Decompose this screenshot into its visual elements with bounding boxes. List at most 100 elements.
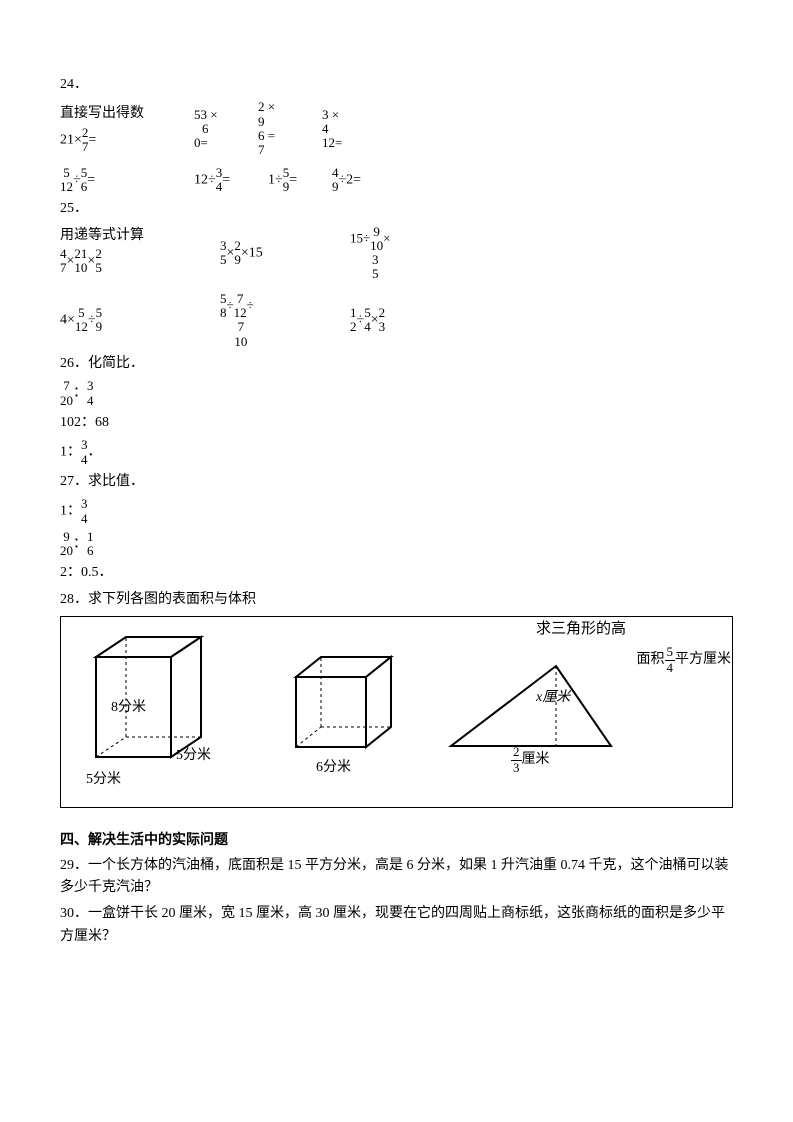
q24-g: 1÷59= — [268, 166, 297, 195]
n: 21 — [74, 247, 87, 261]
eq: = — [268, 128, 275, 143]
pre: 15÷ — [350, 230, 370, 245]
n: 5 — [665, 645, 676, 660]
d: 20 — [60, 394, 73, 408]
n: 3 — [322, 107, 329, 122]
q26-c: 1：34． — [60, 438, 733, 467]
op: × — [67, 253, 75, 268]
q25-r1a: 47×2110×25 — [60, 247, 102, 276]
n: 7 — [220, 320, 254, 334]
q25-r1c: 15÷910× 35 — [350, 225, 390, 282]
fig3-title: 求三角形的高 — [441, 617, 721, 641]
q30-t: 一盒饼干长 20 厘米，宽 15 厘米，高 30 厘米，现要在它的四周贴上商标纸… — [60, 906, 725, 943]
n: 2 — [511, 745, 522, 760]
d: 5 — [350, 267, 390, 281]
eq: = — [88, 133, 96, 148]
n: 0= — [194, 136, 218, 150]
fig2-side: 6分米 — [316, 757, 351, 779]
q25-row1: 用递等式计算 47×2110×25 35×29×15 15÷910× 35 — [60, 225, 733, 282]
eq: = — [87, 172, 95, 187]
fig1-h: 8分米 — [111, 697, 146, 719]
q24-a-pre: 21× — [60, 133, 82, 148]
fig3-area: 面积54平方厘米 — [637, 645, 732, 675]
op: ÷ — [88, 313, 96, 328]
op: ÷ — [73, 172, 81, 187]
pre: 12÷ — [194, 172, 216, 187]
n: 7 — [234, 292, 247, 306]
q27-number: 27． — [60, 474, 88, 489]
d: 4 — [81, 512, 88, 526]
q26-line: 26．化简比． — [60, 353, 733, 375]
pre: 4× — [60, 313, 75, 328]
n: 3 — [87, 379, 94, 393]
d: 20 — [60, 544, 73, 558]
d: 3 — [379, 320, 386, 334]
d: 10 — [370, 239, 383, 253]
q30-n: 30． — [60, 906, 88, 921]
n: 7 — [60, 379, 73, 393]
fig1-w: 5分米 — [86, 769, 121, 791]
q25-r2b: 58÷712÷ 710 — [220, 292, 254, 349]
q25-number: 25． — [60, 198, 733, 220]
n: 53 — [194, 107, 207, 122]
q28-figure-box: 8分米 5分米 5分米 6分米 求三角形的高 面积54平方厘米 — [60, 616, 733, 808]
op: × — [332, 107, 339, 122]
n: 1 — [87, 530, 94, 544]
colon: ： — [73, 536, 87, 551]
post: ÷2= — [339, 172, 362, 187]
d: 9 — [96, 320, 103, 334]
n: 6 — [194, 122, 218, 136]
eq: = — [289, 172, 297, 187]
op: ÷ — [357, 313, 365, 328]
op: ÷ — [227, 297, 234, 312]
d: 4 — [665, 661, 676, 675]
q24-title: 直接写出得数 — [60, 103, 144, 125]
q29-n: 29． — [60, 858, 88, 873]
q24-e: 512÷56= — [60, 166, 95, 195]
n: 7 — [258, 143, 275, 157]
n: 2 — [95, 247, 102, 261]
q27-line: 27．求比值． — [60, 471, 733, 493]
d: 12 — [234, 306, 247, 320]
q24-h: 49÷2= — [332, 166, 361, 195]
section4-heading: 四、解决生活中的实际问题 — [60, 828, 733, 850]
d: 12 — [75, 320, 88, 334]
pre: 1： — [60, 445, 81, 460]
post: ×15 — [241, 245, 263, 260]
n: 5 — [75, 306, 88, 320]
d: 12 — [60, 180, 73, 194]
fig3-base: 23厘米 — [511, 745, 550, 775]
op: × — [268, 99, 275, 114]
q24-number: 24． — [60, 74, 733, 96]
n: 12= — [322, 136, 342, 150]
q26-number: 26． — [60, 356, 88, 371]
n: 5 — [96, 306, 103, 320]
n: 3 — [81, 497, 88, 511]
post: 平方厘米 — [675, 652, 731, 667]
pre: 1： — [60, 504, 81, 519]
q24-c: 2 × 9 6 = 7 — [258, 100, 275, 157]
q25-row2: 4×512÷59 58÷712÷ 710 12÷54×23 — [60, 292, 733, 349]
q27-title: 求比值． — [88, 474, 144, 489]
d: 5 — [95, 261, 102, 275]
q24-row2: 512÷56= 12÷34= 1÷59= 49÷2= — [60, 166, 733, 195]
q24-d: 3 × 4 12= — [322, 108, 342, 151]
d: 3 — [511, 761, 522, 775]
op: × — [87, 253, 95, 268]
n: 5 — [60, 166, 73, 180]
q25-title: 用递等式计算 — [60, 228, 144, 243]
q27-a: 1：34 — [60, 497, 733, 526]
q24-row1: 直接写出得数 21×27= 53 × 6 0= 2 × 9 6 = 7 — [60, 100, 733, 157]
colon: ： — [73, 386, 87, 401]
eq: = — [222, 172, 230, 187]
op: × — [371, 313, 379, 328]
q27-b: 920：16 — [60, 530, 733, 559]
n: 9 — [258, 115, 275, 129]
q26-title: 化简比． — [88, 356, 144, 371]
op: × — [210, 107, 217, 122]
q28-number: 28． — [60, 592, 88, 607]
pre: 面积 — [637, 652, 665, 667]
q25-r2c: 12÷54×23 — [350, 306, 385, 335]
fig3-triangle: 求三角形的高 面积54平方厘米 x厘米 23厘米 — [441, 617, 721, 774]
fig2-cube: 6分米 — [281, 647, 421, 785]
